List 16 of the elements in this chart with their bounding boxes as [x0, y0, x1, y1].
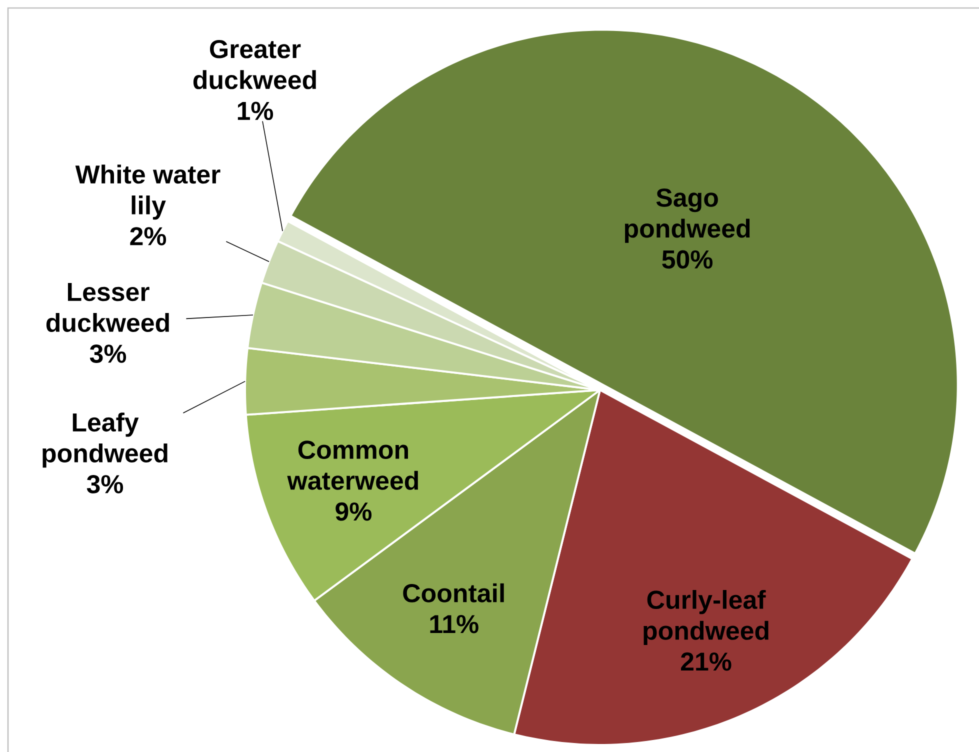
slice-label: Coontail — [403, 583, 504, 602]
slice-label: Greater duckweed — [193, 40, 316, 90]
slice-label: Leafy pondweed — [42, 412, 168, 468]
slice-label: White water lily — [75, 164, 220, 220]
data-label: 2% — [130, 227, 166, 246]
slice-label: Lesser duckweed — [46, 283, 169, 332]
slice-label: Common waterweed — [287, 440, 418, 490]
slice-label: Curly-leaf pondweed — [644, 590, 768, 646]
data-label: 11% — [430, 614, 478, 634]
data-label: 50% — [662, 250, 713, 269]
data-label: 9% — [336, 502, 372, 521]
data-label: 3% — [86, 475, 124, 494]
data-label: 21% — [680, 652, 732, 671]
data-label: 1% — [238, 102, 274, 120]
slice-label: Sago pondweed — [624, 188, 750, 243]
data-label: 3% — [90, 344, 126, 363]
